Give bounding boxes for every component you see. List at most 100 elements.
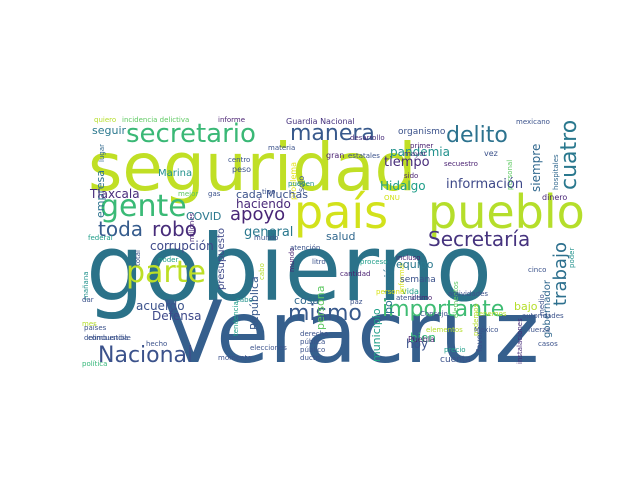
word-materia: materia <box>268 144 295 152</box>
word-marina: Marina <box>158 168 192 179</box>
word-corrupcion: corrupción <box>150 239 214 253</box>
word-manana: dar <box>82 296 94 304</box>
word-cantidad: atender <box>396 294 424 302</box>
word-federal: combustible <box>88 334 131 342</box>
word-litro: total <box>134 250 142 266</box>
word-tiempo: tiempo <box>384 155 430 170</box>
word-mexicano: mexicano <box>516 118 550 126</box>
word-elecciones: derecho <box>300 330 328 338</box>
word-mejor: centro <box>228 156 250 164</box>
word-tenemos: actividades <box>448 290 488 298</box>
word-seguimiento: tenemos <box>476 310 507 318</box>
word-proceso: Consejo <box>420 310 448 318</box>
word-gobierno: gobierno <box>86 215 492 322</box>
word-atencion: cabo <box>236 296 253 304</box>
word-primero: tendencia <box>232 301 240 336</box>
word-cloud-panel <box>80 116 576 366</box>
word-podemos: último <box>410 294 432 302</box>
word-total: cabo <box>258 263 266 280</box>
word-informe: informe <box>218 116 245 124</box>
word-favor: fuerza <box>528 326 550 334</box>
word-republica: República <box>248 276 261 330</box>
word-solo: gran <box>326 151 344 160</box>
word-publico: ducto <box>300 354 320 362</box>
word-onu: peso <box>232 165 251 174</box>
word-muchas: Muchas <box>266 188 308 201</box>
word-informar: paz <box>350 298 363 306</box>
word-cuatro: cuatro <box>557 120 582 190</box>
word-cinco: semana <box>400 275 436 285</box>
word-robo: robo <box>152 217 197 241</box>
word-parte: parte <box>126 255 206 290</box>
word-sido: ONU <box>384 194 400 202</box>
word-equipo: equipo <box>396 258 434 271</box>
word-politica: hecho <box>146 340 167 348</box>
word-nacional: Nacional <box>98 343 193 368</box>
word-autoridades: instalaciones <box>516 318 524 364</box>
word-delito: delito <box>446 123 508 148</box>
word-pueden: sido <box>404 172 418 180</box>
word-persona: persona <box>314 286 327 330</box>
word-toda: toda <box>98 217 143 241</box>
word-siempre: siempre <box>529 144 543 192</box>
word-tendencia: elementos <box>452 281 460 318</box>
word-mismo: mismo <box>288 301 362 326</box>
word-puebla: precio <box>444 346 466 354</box>
word-veracruz: Veracruz <box>164 283 539 383</box>
word-mes: política <box>82 360 107 368</box>
word-atender: mundo <box>254 234 278 242</box>
word-empresa: empresa <box>94 170 107 218</box>
word-manera: manera <box>290 121 375 146</box>
word-vehiculos: lugar <box>98 144 106 162</box>
word-general: general <box>244 225 293 240</box>
word-gobernador: gobernador <box>542 279 553 338</box>
word-secretaria: Secretaría <box>428 227 530 251</box>
word-secretario: secretario <box>126 119 256 149</box>
word-paz: incluso <box>396 254 421 262</box>
word-gente: gente <box>100 189 187 224</box>
word-dar: países <box>84 324 107 332</box>
word-bajo: bajo <box>514 300 538 313</box>
word-hospitales: sólo <box>296 176 306 192</box>
word-seguir: seguir <box>92 124 127 137</box>
word-mexico: favor <box>475 331 484 352</box>
word-paises: delincuencia <box>84 334 128 342</box>
word-seguridad: seguridad <box>88 129 416 206</box>
word-secuestro: hospitales <box>552 154 560 190</box>
word-guardia-nacional: Guardia Nacional <box>286 117 355 126</box>
word-hidalgo: Hidalgo <box>380 179 426 193</box>
word-actividades: personal <box>506 160 514 190</box>
word-ducto: Puebla <box>408 335 435 344</box>
word-semana: informar <box>398 262 406 292</box>
word-acuerdo: acuerdo <box>136 299 185 313</box>
word-trabajo: trabajo <box>550 242 571 306</box>
word-ultimo: cantidad <box>340 270 370 278</box>
word-bien: bien <box>410 331 436 345</box>
word-combustible: mañana <box>82 271 90 300</box>
word-cosa: cosa <box>294 294 319 307</box>
word-organismo: organismo <box>398 127 446 137</box>
word-cuenta: México <box>474 326 498 334</box>
word-pandemia: pandemia <box>390 145 450 159</box>
word-lugar: primer <box>410 142 433 150</box>
word-cada: cada <box>236 188 263 201</box>
word-problema: problema <box>289 162 298 200</box>
word-vez: secuestro <box>444 160 478 168</box>
word-incluso: mundo <box>288 248 296 272</box>
word-delincuencia: mes <box>82 320 97 328</box>
word-pais: país <box>294 185 388 239</box>
word-poblacion: población <box>382 261 395 314</box>
word-medio: vida <box>402 287 419 296</box>
word-salud: salud <box>326 230 355 243</box>
word-defensa: Defensa <box>152 309 201 323</box>
word-informacion: información <box>446 177 523 192</box>
word-tipo: gas <box>208 190 221 198</box>
word-peso: tipo <box>262 188 275 196</box>
word-hecho: momento <box>218 354 252 362</box>
word-pueblo: pueblo <box>428 185 585 239</box>
word-consejo: atención <box>290 244 320 252</box>
word-haciendo: haciendo <box>236 197 291 211</box>
word-incidencia-delictiva: incidencia delictiva <box>122 116 189 124</box>
word-quiero: quiero <box>94 116 116 124</box>
